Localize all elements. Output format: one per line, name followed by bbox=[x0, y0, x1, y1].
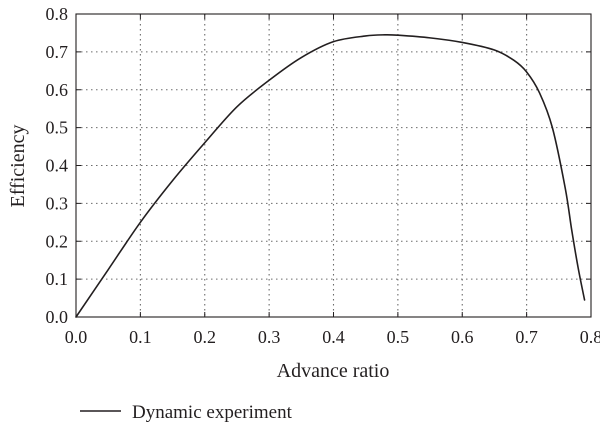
x-tick-label: 0.3 bbox=[258, 327, 281, 347]
x-tick-label: 0.6 bbox=[451, 327, 474, 347]
x-tick-label: 0.5 bbox=[387, 327, 410, 347]
legend-label-dynamic-experiment: Dynamic experiment bbox=[132, 402, 293, 423]
y-tick-label: 0.6 bbox=[46, 80, 69, 100]
y-tick-labels: 0.0 0.1 0.2 0.3 0.4 0.5 0.6 0.7 0.8 bbox=[46, 4, 69, 327]
x-tick-label: 0.7 bbox=[515, 327, 538, 347]
x-tick-label: 0.4 bbox=[322, 327, 345, 347]
series-group bbox=[75, 33, 586, 318]
y-tick-label: 0.3 bbox=[46, 193, 69, 213]
y-tick-label: 0.2 bbox=[46, 231, 69, 251]
tick-marks bbox=[75, 13, 592, 318]
x-tick-labels: 0.0 0.1 0.2 0.3 0.4 0.5 0.6 0.7 0.8 bbox=[65, 327, 600, 347]
x-tick-label: 0.0 bbox=[65, 327, 88, 347]
legend: Dynamic experiment bbox=[80, 402, 293, 423]
y-tick-label: 0.4 bbox=[46, 156, 69, 176]
x-axis-label: Advance ratio bbox=[277, 360, 390, 382]
x-tick-label: 0.8 bbox=[580, 327, 600, 347]
y-tick-label: 0.8 bbox=[46, 4, 69, 24]
y-tick-label: 0.1 bbox=[46, 269, 69, 289]
y-tick-label: 0.0 bbox=[46, 307, 69, 327]
x-tick-label: 0.2 bbox=[194, 327, 217, 347]
series-line-dynamic-experiment bbox=[75, 33, 586, 318]
y-tick-label: 0.7 bbox=[46, 42, 69, 62]
grid-lines bbox=[76, 14, 591, 317]
x-tick-label: 0.1 bbox=[129, 327, 152, 347]
y-axis-label: Efficiency bbox=[7, 125, 29, 208]
y-tick-label: 0.5 bbox=[46, 118, 69, 138]
